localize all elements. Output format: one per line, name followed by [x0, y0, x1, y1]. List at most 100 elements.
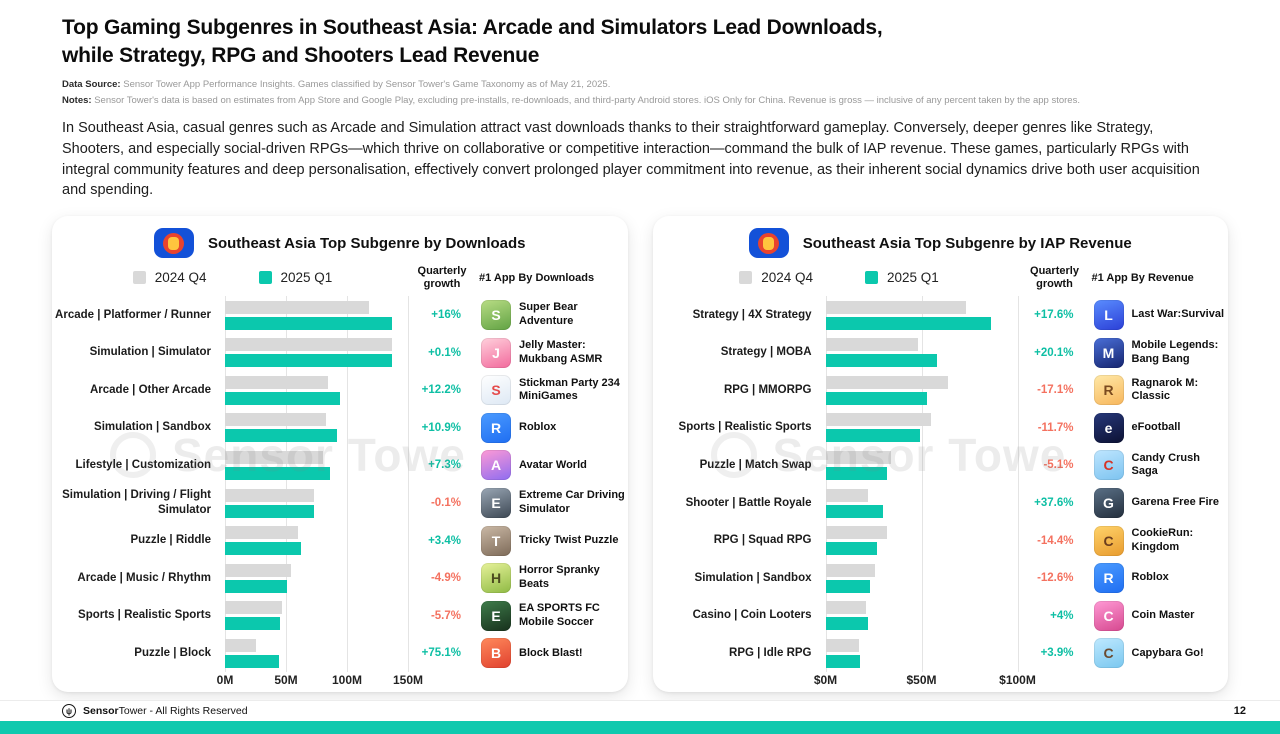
top-app-cell: E EA SPORTS FC Mobile Soccer — [471, 600, 628, 631]
bar-2025-q1 — [225, 354, 393, 368]
bar-2025-q1 — [825, 654, 861, 668]
page-title-line2: while Strategy, RPG and Shooters Lead Re… — [62, 43, 540, 67]
legend-2024-q4: 2024 Q4 — [132, 270, 207, 285]
subgenre-label: Strategy | MOBA — [720, 346, 812, 359]
jelly-master-app-icon: J — [481, 337, 511, 368]
bar-2025-q1 — [225, 542, 301, 556]
app-name: Roblox — [1131, 571, 1169, 584]
subgenre-label: Strategy | 4X Strategy — [692, 308, 812, 321]
legend-swatch-teal — [865, 271, 878, 285]
quarterly-growth-value: +7.3% — [428, 459, 461, 472]
gridline — [347, 296, 348, 673]
quarterly-growth-value: +0.1% — [428, 346, 461, 359]
bar-group — [225, 484, 413, 522]
subgenre-label: Casino | Coin Looters — [692, 609, 812, 622]
top-app-cell: C Candy Crush Saga — [1084, 450, 1229, 481]
capybara-go-app-icon: C — [1093, 638, 1124, 669]
charts-container: Southeast Asia Top Subgenre by Downloads… — [52, 216, 1229, 693]
x-axis-tick: 150M — [392, 673, 424, 688]
bar-2024-q4 — [825, 413, 932, 427]
notes-line: Notes: Sensor Tower's data is based on e… — [62, 93, 1218, 109]
bar-group — [225, 522, 413, 560]
top-app-cell: S Stickman Party 234 MiniGames — [471, 375, 628, 406]
quarterly-growth-value: +12.2% — [421, 384, 461, 397]
bar-group — [825, 371, 1026, 409]
subgenre-label: Puzzle | Match Swap — [699, 458, 812, 471]
bar-2024-q4 — [225, 413, 327, 427]
subgenre-label: RPG | MMORPG — [723, 383, 812, 396]
chart-row: RPG | Idle RPG +3.9% C Capybara Go! — [653, 635, 1229, 673]
top-app-cell: A Avatar World — [471, 450, 628, 481]
subgenre-label: Arcade | Music / Rhythm — [77, 571, 211, 584]
mobile-legends-app-icon: M — [1093, 337, 1124, 368]
sensor-tower-logo-icon: ψ — [62, 704, 76, 718]
bar-2024-q4 — [225, 338, 393, 352]
coin-master-app-icon: C — [1093, 600, 1124, 631]
subgenre-label: Simulation | Driving / Flight Simulator — [62, 489, 211, 517]
chart-row: Simulation | Sandbox +10.9% R Roblox — [52, 409, 628, 447]
subgenre-label: Puzzle | Riddle — [130, 534, 211, 547]
x-axis: $0M $50M $100M — [653, 672, 1229, 692]
quarterly-growth-value: +37.6% — [1034, 497, 1074, 510]
last-war-survival-app-icon: L — [1093, 300, 1124, 331]
app-name: Tricky Twist Puzzle — [519, 533, 619, 546]
bar-2024-q4 — [825, 375, 949, 389]
app-name: CookieRun: Kingdom — [1131, 526, 1194, 553]
subgenre-label: Simulation | Simulator — [89, 346, 211, 359]
gridline — [408, 296, 409, 673]
legend-2025-q1: 2025 Q1 — [258, 270, 332, 285]
chart-row: Arcade | Music / Rhythm -4.9% H Horror Spra… — [52, 559, 628, 597]
subgenre-label: RPG | Squad RPG — [713, 534, 812, 547]
bar-2024-q4 — [225, 450, 323, 464]
top-app-cell: C Capybara Go! — [1084, 638, 1229, 669]
bar-2024-q4 — [225, 526, 299, 540]
data-source-label: Data Source: — [62, 79, 121, 91]
top-app-cell: J Jelly Master: Mukbang ASMR — [471, 337, 628, 368]
app-name: Roblox — [519, 420, 557, 433]
block-blast-app-icon: B — [481, 638, 511, 669]
app-name: Extreme Car Driving Simulator — [519, 489, 625, 516]
chart-row: Puzzle | Riddle +3.4% T Tricky Twist Puzzle — [52, 522, 628, 560]
quarterly-growth-header: Quarterly growth — [1030, 264, 1079, 290]
quarterly-growth-value: -17.1% — [1037, 384, 1074, 397]
extreme-car-driving-app-icon: E — [481, 488, 511, 519]
chart-row: Puzzle | Match Swap -5.1% C Candy Crush Sag… — [653, 447, 1229, 485]
roblox-app-icon: R — [481, 412, 511, 443]
quarterly-growth-value: +20.1% — [1034, 346, 1074, 359]
candy-crush-saga-app-icon: C — [1093, 450, 1124, 481]
page-footer: ψ SensorTower - All Rights Reserved 12 — [0, 700, 1280, 721]
bar-2024-q4 — [825, 526, 887, 540]
x-axis-tick: 100M — [331, 673, 363, 688]
chart-row: Sports | Realistic Sports -5.7% E EA SPORTS… — [52, 597, 628, 635]
ea-sports-fc-mobile-app-icon: E — [481, 600, 511, 631]
bar-group — [825, 522, 1026, 560]
page-number: 12 — [1233, 705, 1246, 717]
downloads-chart-card: Southeast Asia Top Subgenre by Downloads… — [52, 216, 628, 693]
bar-2024-q4 — [825, 338, 918, 352]
bar-group — [225, 409, 413, 447]
gridline — [825, 296, 827, 673]
quarterly-growth-value: +16% — [431, 309, 461, 322]
legend-swatch-teal — [258, 271, 272, 285]
chart-row: Simulation | Simulator +0.1% J Jelly Master… — [52, 334, 628, 372]
bar-group — [825, 559, 1026, 597]
asean-flag-icon — [748, 228, 789, 259]
quarterly-growth-header: Quarterly growth — [417, 264, 467, 290]
chart-row: Simulation | Driving / Flight Simulator -… — [52, 484, 628, 522]
app-name: eFootball — [1131, 420, 1181, 433]
tricky-twist-puzzle-app-icon: T — [481, 525, 511, 556]
subgenre-label: RPG | Idle RPG — [729, 646, 812, 659]
chart-title: Southeast Asia Top Subgenre by IAP Reven… — [802, 234, 1132, 252]
bottom-teal-strip — [0, 721, 1280, 734]
top-app-cell: E Extreme Car Driving Simulator — [471, 488, 628, 519]
quarterly-growth-value: +4% — [1050, 609, 1074, 622]
gridline — [1017, 296, 1019, 673]
chart-row: Shooter | Battle Royale +37.6% G Garena Fre… — [653, 484, 1229, 522]
top-app-header: #1 App By Revenue — [1091, 271, 1194, 284]
page-title-line1: Top Gaming Subgenres in Southeast Asia: … — [62, 16, 883, 39]
stickman-party-app-icon: S — [481, 375, 511, 406]
legend-2025-q1: 2025 Q1 — [865, 270, 939, 285]
quarterly-growth-value: +3.9% — [1040, 647, 1074, 660]
subgenre-label: Simulation | Sandbox — [94, 421, 211, 434]
chart-row: Strategy | 4X Strategy +17.6% L Last War:Su… — [653, 296, 1229, 334]
